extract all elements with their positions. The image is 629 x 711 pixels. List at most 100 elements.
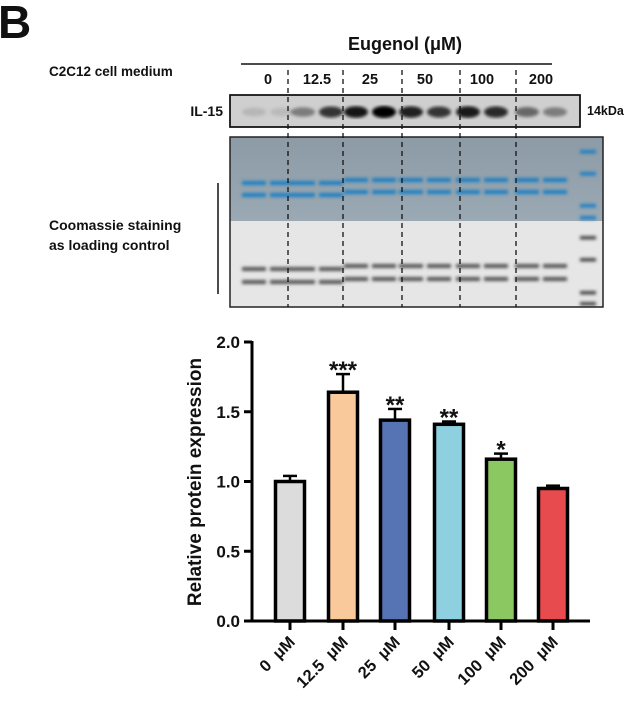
coomassie-band	[456, 264, 480, 268]
coomassie-band	[399, 277, 423, 281]
treatment-title: Eugenol (μM)	[348, 34, 462, 54]
bar	[536, 486, 570, 623]
row-label: C2C12 cell medium	[49, 64, 173, 79]
y-tick-label: 1.0	[216, 473, 240, 492]
y-tick-label: 2.0	[216, 333, 240, 352]
coomassie-band	[543, 178, 567, 182]
y-axis-label: Relative protein expression	[185, 358, 206, 606]
coomassie-band	[344, 277, 368, 281]
il15-band	[515, 107, 539, 117]
coomassie-band	[291, 181, 315, 185]
bar	[273, 479, 307, 623]
coomassie-band	[456, 178, 480, 182]
coomassie-band	[319, 267, 343, 271]
bar	[326, 390, 360, 623]
il15-band	[484, 106, 508, 118]
coomassie-band	[242, 267, 266, 271]
marker-band	[580, 172, 596, 176]
coomassie-band	[399, 178, 423, 182]
x-tick-label: 50 μM	[409, 633, 458, 682]
il15-band	[344, 106, 368, 118]
lane-label: 50	[417, 72, 433, 88]
coomassie-band	[515, 277, 539, 281]
coomassie-band	[484, 264, 508, 268]
il15-band	[319, 106, 343, 118]
lane-label: 25	[362, 72, 378, 88]
il15-band	[456, 106, 480, 118]
loading-label-line1: Coomassie staining	[49, 217, 181, 233]
coomassie-band	[291, 193, 315, 197]
coomassie-band	[319, 193, 343, 197]
y-tick-label: 0.5	[216, 542, 240, 561]
coomassie-band	[242, 181, 266, 185]
significance-label: **	[440, 405, 459, 432]
coomassie-band	[242, 193, 266, 197]
western-blot: Eugenol (μM) C2C12 cell medium 0 12.5 25 50…	[49, 34, 625, 308]
y-tick-label: 0.0	[216, 612, 240, 631]
coomassie-band	[399, 264, 423, 268]
coomassie-band	[484, 190, 508, 194]
il15-band	[242, 107, 266, 117]
bar	[378, 418, 412, 623]
coomassie-band	[291, 280, 315, 284]
coomassie-band	[372, 277, 396, 281]
lane-label: 200	[529, 72, 553, 88]
significance-label: **	[386, 392, 405, 419]
marker-band	[580, 204, 596, 208]
il15-band	[399, 106, 423, 118]
x-tick-label: 0 μM	[256, 633, 299, 676]
marker-band	[580, 216, 596, 220]
lane-label: 0	[264, 72, 272, 88]
coomassie-band	[344, 178, 368, 182]
coomassie-band	[456, 277, 480, 281]
coomassie-band	[270, 267, 294, 271]
coomassie-band	[484, 277, 508, 281]
coomassie-band	[427, 178, 451, 182]
significance-label: *	[496, 437, 506, 464]
il15-band	[427, 106, 451, 118]
coomassie-band	[427, 190, 451, 194]
bar	[484, 457, 518, 623]
marker-band	[580, 150, 596, 154]
marker-band	[580, 302, 596, 306]
size-label: 14kDa	[587, 104, 625, 118]
coomassie-band	[319, 280, 343, 284]
coomassie-band	[399, 190, 423, 194]
coomassie-band	[344, 190, 368, 194]
coomassie-band	[270, 181, 294, 185]
coomassie-band	[270, 193, 294, 197]
coomassie-band	[291, 267, 315, 271]
marker-band	[580, 258, 596, 262]
coomassie-band	[484, 178, 508, 182]
x-tick-label: 25 μM	[355, 633, 404, 682]
coomassie-band	[372, 190, 396, 194]
target-label: IL-15	[190, 103, 223, 119]
bar	[432, 422, 466, 623]
significance-label: ***	[329, 357, 358, 384]
panel-label: B	[0, 0, 31, 48]
marker-band	[580, 236, 596, 240]
coomassie-band	[543, 190, 567, 194]
bar-chart: Relative protein expression 0.0 0.5 1.0 1.5…	[185, 333, 590, 692]
lane-label: 100	[470, 72, 494, 88]
y-tick-label: 1.5	[216, 403, 240, 422]
coomassie-band	[242, 280, 266, 284]
x-tick-label: 12.5 μM	[293, 633, 352, 692]
coomassie-band	[515, 178, 539, 182]
coomassie-band	[515, 190, 539, 194]
coomassie-band	[319, 181, 343, 185]
coomassie-band	[427, 277, 451, 281]
coomassie-band	[270, 280, 294, 284]
il15-band	[270, 107, 294, 117]
loading-label-line2: as loading control	[49, 237, 170, 253]
coomassie-band	[427, 264, 451, 268]
il15-band	[372, 106, 396, 118]
il15-band	[543, 107, 567, 117]
lane-label: 12.5	[303, 72, 331, 88]
il15-band	[291, 107, 315, 117]
coomassie-band	[372, 264, 396, 268]
coomassie-band	[543, 277, 567, 281]
coomassie-band	[372, 178, 396, 182]
coomassie-band	[456, 190, 480, 194]
